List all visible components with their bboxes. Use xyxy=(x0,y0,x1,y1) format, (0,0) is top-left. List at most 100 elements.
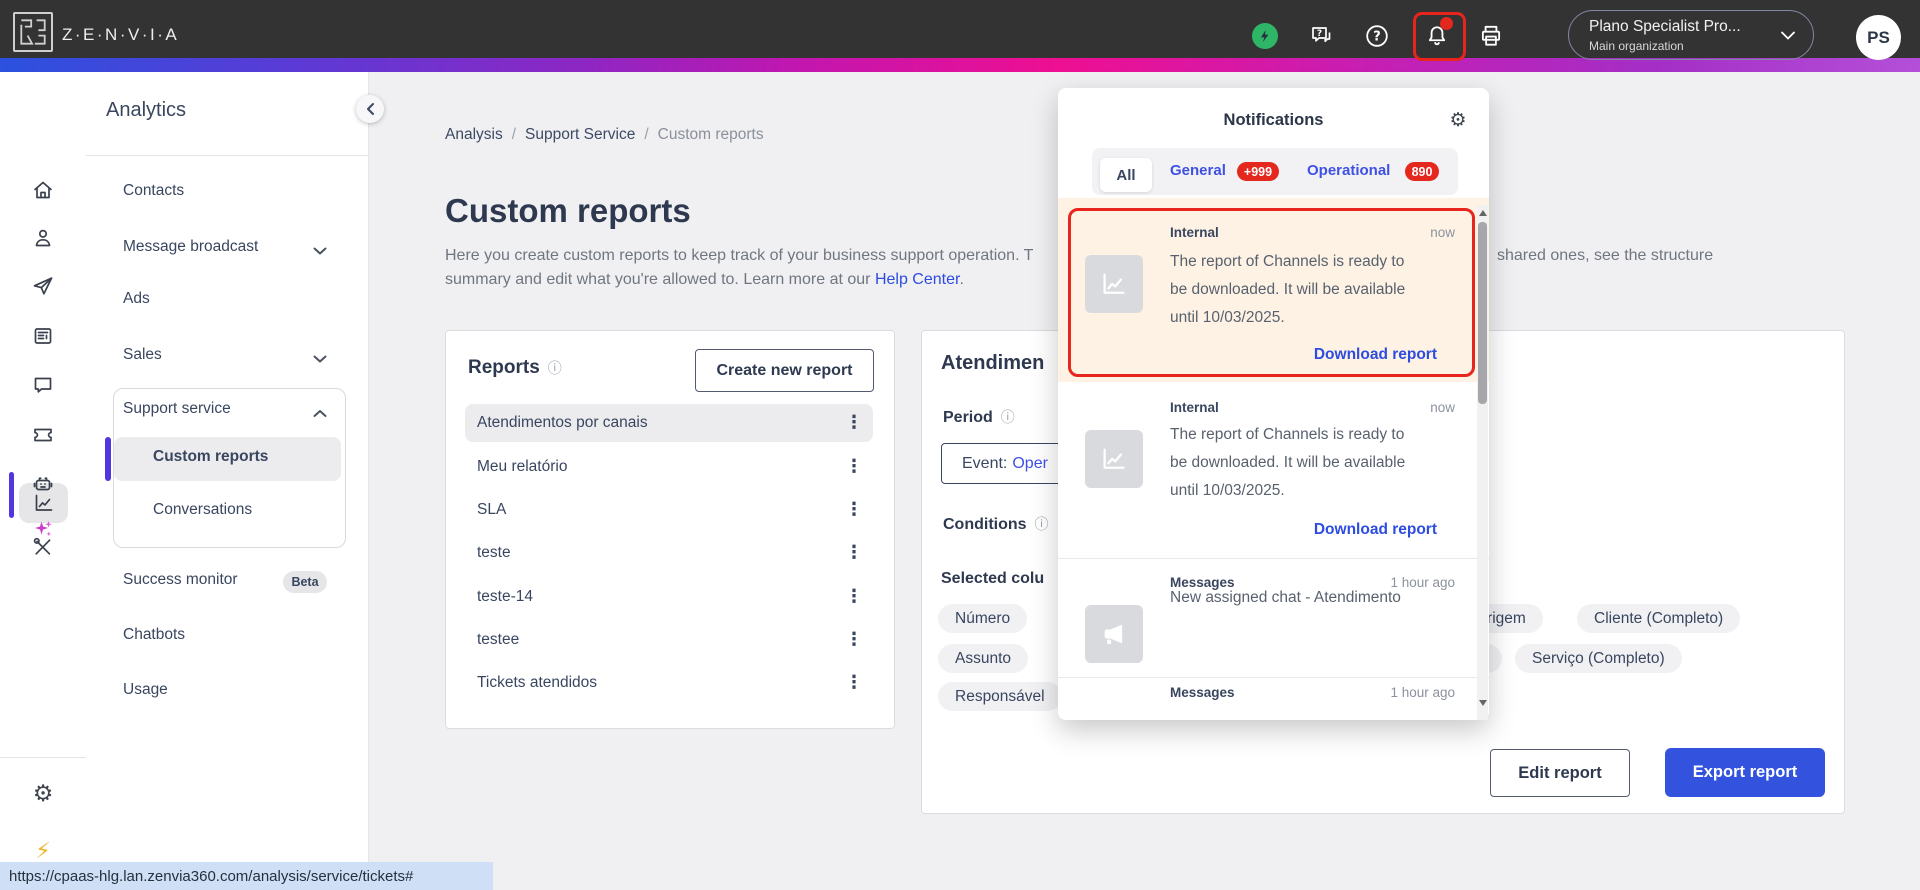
avatar[interactable]: PS xyxy=(1856,15,1901,60)
sidebar-item-ads[interactable]: Ads xyxy=(123,290,150,307)
column-chip[interactable]: Responsável xyxy=(938,682,1062,711)
notification-item[interactable]: Messages 1 hour ago xyxy=(1058,677,1489,720)
notification-item[interactable]: Internal now The report of Channels is r… xyxy=(1058,382,1489,558)
report-item-label: Tickets atendidos xyxy=(477,674,598,691)
download-report-link[interactable]: Download report xyxy=(1313,521,1437,538)
sidebar-item-support-service[interactable]: Support service xyxy=(123,400,231,417)
organization-selector[interactable]: Plano Specialist Pro... Main organizatio… xyxy=(1568,10,1814,60)
contacts-icon[interactable] xyxy=(31,226,55,250)
help-icon[interactable]: ? xyxy=(1364,23,1390,49)
megaphone-icon xyxy=(1085,605,1143,663)
page-description: Here you create custom reports to keep t… xyxy=(445,244,1205,292)
column-chip[interactable]: Número xyxy=(938,604,1028,633)
kebab-menu-icon[interactable]: ⋮ xyxy=(845,629,863,650)
robot-icon[interactable] xyxy=(31,472,55,496)
send-icon[interactable] xyxy=(31,274,55,298)
report-list-item[interactable]: Atendimentos por canais ⋮ xyxy=(465,404,873,442)
ticket-icon[interactable] xyxy=(31,422,55,446)
kebab-menu-icon[interactable]: ⋮ xyxy=(845,499,863,520)
sidebar-collapse-button[interactable] xyxy=(356,95,384,123)
report-list-item[interactable]: testee ⋮ xyxy=(465,621,873,659)
breadcrumb-separator: / xyxy=(644,126,649,143)
report-list-item[interactable]: SLA ⋮ xyxy=(465,491,873,529)
tab-general[interactable]: General xyxy=(1170,162,1226,179)
status-lightning-icon[interactable] xyxy=(1252,23,1278,49)
notification-text: The report of Channels is ready to be do… xyxy=(1170,253,1406,326)
selected-columns-label: Selected colu xyxy=(941,570,1045,587)
sidebar-item-contacts[interactable]: Contacts xyxy=(123,182,185,199)
notifications-panel: Notifications ⚙ All General +999 Operati… xyxy=(1058,88,1489,720)
notification-time: 1 hour ago xyxy=(1390,575,1455,590)
scrollbar-up-arrow[interactable] xyxy=(1479,210,1487,216)
chevron-up-icon[interactable] xyxy=(313,405,329,417)
tools-icon[interactable] xyxy=(31,535,55,559)
info-icon[interactable]: ⓘ xyxy=(1000,410,1015,426)
create-new-report-button[interactable]: Create new report xyxy=(695,349,874,392)
sidebar-title: Analytics xyxy=(106,99,187,121)
conditions-label-text: Conditions xyxy=(943,516,1027,533)
report-list-item[interactable]: teste ⋮ xyxy=(465,534,873,572)
sidebar-item-custom-reports[interactable]: Custom reports xyxy=(153,448,269,465)
zenvia-logo-icon[interactable] xyxy=(13,12,53,52)
report-list-item[interactable]: teste-14 ⋮ xyxy=(465,578,873,616)
chat-icon[interactable] xyxy=(31,373,55,397)
help-center-link[interactable]: Help Center xyxy=(874,271,960,288)
sidebar-item-chatbots[interactable]: Chatbots xyxy=(123,626,186,643)
general-count-badge: +999 xyxy=(1237,162,1279,181)
kebab-menu-icon[interactable]: ⋮ xyxy=(845,672,863,693)
export-report-button[interactable]: Export report xyxy=(1665,748,1825,797)
scrollbar-thumb[interactable] xyxy=(1478,222,1487,404)
settings-gear-icon[interactable]: ⚙ xyxy=(32,781,54,807)
info-icon[interactable]: ⓘ xyxy=(1034,517,1049,533)
sidebar-item-conversations[interactable]: Conversations xyxy=(153,501,253,518)
notification-header: Internal now xyxy=(1170,225,1455,240)
notifications-scrollbar[interactable] xyxy=(1477,205,1488,720)
sidebar-item-success-monitor[interactable]: Success monitor xyxy=(123,571,238,588)
analytics-sidebar: Analytics Contacts Message broadcast Ads… xyxy=(86,72,369,890)
tab-operational[interactable]: Operational xyxy=(1307,162,1391,179)
edit-report-button[interactable]: Edit report xyxy=(1490,749,1630,797)
tab-all[interactable]: All xyxy=(1100,158,1152,192)
report-item-label: Meu relatório xyxy=(477,458,568,475)
notification-item[interactable]: Messages 1 hour ago New assigned chat - … xyxy=(1058,558,1489,677)
breadcrumb-analysis[interactable]: Analysis xyxy=(445,126,503,143)
report-list-item[interactable]: Tickets atendidos ⋮ xyxy=(465,664,873,702)
sidebar-active-indicator xyxy=(105,437,111,481)
event-value: Oper xyxy=(1012,454,1048,472)
printer-icon[interactable] xyxy=(1478,23,1504,49)
chevron-down-icon[interactable] xyxy=(313,243,329,255)
notification-item[interactable]: Internal now The report of Channels is r… xyxy=(1058,198,1489,382)
notifications-title: Notifications xyxy=(1223,111,1324,129)
notifications-bell-icon[interactable] xyxy=(1424,24,1450,50)
kebab-menu-icon[interactable]: ⋮ xyxy=(845,586,863,607)
report-chart-icon xyxy=(1085,430,1143,488)
column-chip[interactable]: Serviço (Completo) xyxy=(1515,644,1682,673)
info-icon[interactable]: ⓘ xyxy=(547,361,562,377)
sidebar-item-message-broadcast[interactable]: Message broadcast xyxy=(123,238,259,255)
notification-time: now xyxy=(1430,225,1455,240)
breadcrumb-support-service[interactable]: Support Service xyxy=(525,126,636,143)
chevron-down-icon[interactable] xyxy=(313,351,329,363)
analytics-chart-icon[interactable] xyxy=(32,491,56,515)
notification-text: New assigned chat - Atendimento xyxy=(1170,589,1401,606)
templates-icon[interactable] xyxy=(31,324,55,348)
report-item-label: Atendimentos por canais xyxy=(477,414,648,431)
kebab-menu-icon[interactable]: ⋮ xyxy=(845,412,863,433)
kebab-menu-icon[interactable]: ⋮ xyxy=(845,456,863,477)
column-chip[interactable]: Assunto xyxy=(938,644,1029,673)
sidebar-item-sales[interactable]: Sales xyxy=(123,346,162,363)
kebab-menu-icon[interactable]: ⋮ xyxy=(845,542,863,563)
reports-title-text: Reports xyxy=(468,357,540,378)
chevron-down-icon xyxy=(1781,31,1795,40)
download-report-link[interactable]: Download report xyxy=(1313,346,1437,363)
scrollbar-down-arrow[interactable] xyxy=(1479,700,1487,706)
boost-lightning-icon[interactable]: ⚡ xyxy=(35,839,51,864)
notification-settings-gear-icon[interactable]: ⚙ xyxy=(1449,109,1467,131)
sidebar-item-usage[interactable]: Usage xyxy=(123,681,168,698)
support-chat-icon[interactable]: ? xyxy=(1309,23,1335,49)
report-list-item[interactable]: Meu relatório ⋮ xyxy=(465,448,873,486)
column-chip[interactable]: Cliente (Completo) xyxy=(1577,604,1741,633)
sparkles-icon[interactable] xyxy=(31,517,55,541)
home-icon[interactable] xyxy=(31,178,55,202)
